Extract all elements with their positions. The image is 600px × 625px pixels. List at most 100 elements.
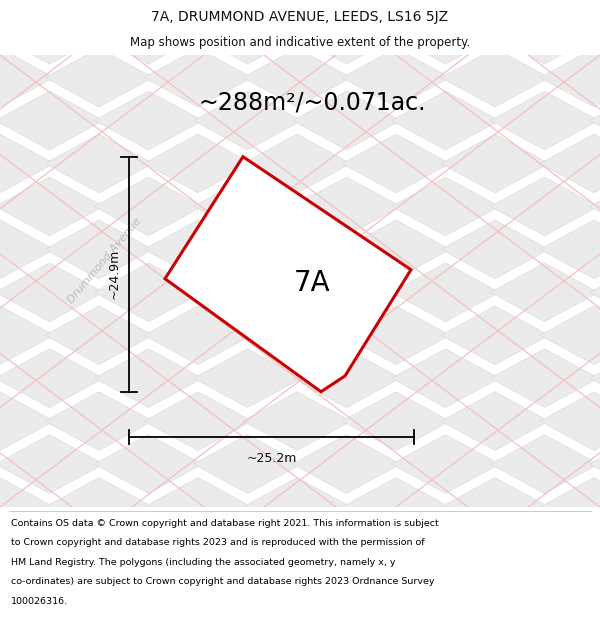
Polygon shape <box>342 0 450 21</box>
Polygon shape <box>0 434 4 494</box>
Polygon shape <box>0 91 4 150</box>
Polygon shape <box>441 306 549 364</box>
Polygon shape <box>243 0 351 21</box>
Polygon shape <box>95 5 203 64</box>
Polygon shape <box>392 434 499 494</box>
Polygon shape <box>0 48 54 107</box>
Polygon shape <box>491 349 599 408</box>
Polygon shape <box>293 263 401 322</box>
Polygon shape <box>193 263 302 322</box>
Polygon shape <box>95 263 203 322</box>
Polygon shape <box>45 306 153 364</box>
Polygon shape <box>0 434 103 494</box>
Polygon shape <box>540 0 600 21</box>
Polygon shape <box>589 263 600 322</box>
Polygon shape <box>0 349 103 408</box>
Text: 100026316.: 100026316. <box>11 597 68 606</box>
Polygon shape <box>0 5 103 64</box>
Polygon shape <box>45 0 153 21</box>
Polygon shape <box>491 521 599 579</box>
Text: co-ordinates) are subject to Crown copyright and database rights 2023 Ordnance S: co-ordinates) are subject to Crown copyr… <box>11 578 434 586</box>
Polygon shape <box>293 349 401 408</box>
Polygon shape <box>45 134 153 193</box>
Polygon shape <box>293 521 401 579</box>
Polygon shape <box>193 177 302 236</box>
Polygon shape <box>0 521 103 579</box>
Polygon shape <box>193 434 302 494</box>
Polygon shape <box>342 220 450 279</box>
Polygon shape <box>193 91 302 150</box>
Polygon shape <box>0 177 4 236</box>
Polygon shape <box>45 48 153 107</box>
Polygon shape <box>392 263 499 322</box>
Polygon shape <box>243 48 351 107</box>
Polygon shape <box>392 5 499 64</box>
Polygon shape <box>540 306 600 364</box>
Polygon shape <box>243 392 351 451</box>
Polygon shape <box>0 5 4 64</box>
Polygon shape <box>95 177 203 236</box>
Polygon shape <box>392 91 499 150</box>
Polygon shape <box>589 349 600 408</box>
Polygon shape <box>540 220 600 279</box>
Polygon shape <box>193 349 302 408</box>
Polygon shape <box>144 0 252 21</box>
Polygon shape <box>144 392 252 451</box>
Polygon shape <box>0 220 54 279</box>
Polygon shape <box>144 220 252 279</box>
Polygon shape <box>293 91 401 150</box>
Polygon shape <box>392 177 499 236</box>
Polygon shape <box>589 434 600 494</box>
Polygon shape <box>243 220 351 279</box>
Polygon shape <box>0 91 103 150</box>
Polygon shape <box>342 134 450 193</box>
Text: ~25.2m: ~25.2m <box>247 452 296 465</box>
Polygon shape <box>0 521 4 579</box>
Polygon shape <box>441 478 549 536</box>
Text: HM Land Registry. The polygons (including the associated geometry, namely x, y: HM Land Registry. The polygons (includin… <box>11 558 395 567</box>
Polygon shape <box>0 134 54 193</box>
Polygon shape <box>441 0 549 21</box>
Text: to Crown copyright and database rights 2023 and is reproduced with the permissio: to Crown copyright and database rights 2… <box>11 538 424 548</box>
Polygon shape <box>45 392 153 451</box>
Polygon shape <box>0 478 54 536</box>
Polygon shape <box>243 478 351 536</box>
Polygon shape <box>95 434 203 494</box>
Polygon shape <box>0 263 4 322</box>
Polygon shape <box>243 134 351 193</box>
Polygon shape <box>95 521 203 579</box>
Polygon shape <box>144 306 252 364</box>
Polygon shape <box>441 48 549 107</box>
Polygon shape <box>0 177 103 236</box>
Text: 7A: 7A <box>293 269 331 298</box>
Polygon shape <box>589 177 600 236</box>
Polygon shape <box>491 91 599 150</box>
Polygon shape <box>144 134 252 193</box>
Polygon shape <box>589 91 600 150</box>
Polygon shape <box>441 220 549 279</box>
Polygon shape <box>342 478 450 536</box>
Polygon shape <box>0 349 4 408</box>
Text: ~288m²/~0.071ac.: ~288m²/~0.071ac. <box>198 91 426 114</box>
Polygon shape <box>342 392 450 451</box>
Polygon shape <box>95 91 203 150</box>
Polygon shape <box>540 48 600 107</box>
Polygon shape <box>0 0 54 21</box>
Polygon shape <box>95 349 203 408</box>
Polygon shape <box>45 478 153 536</box>
Polygon shape <box>0 306 54 364</box>
Polygon shape <box>491 177 599 236</box>
Polygon shape <box>342 306 450 364</box>
Text: Contains OS data © Crown copyright and database right 2021. This information is : Contains OS data © Crown copyright and d… <box>11 519 439 528</box>
Polygon shape <box>144 478 252 536</box>
Polygon shape <box>540 134 600 193</box>
Polygon shape <box>392 521 499 579</box>
Text: 7A, DRUMMOND AVENUE, LEEDS, LS16 5JZ: 7A, DRUMMOND AVENUE, LEEDS, LS16 5JZ <box>151 9 449 24</box>
Polygon shape <box>491 263 599 322</box>
Polygon shape <box>441 134 549 193</box>
Text: ~24.9m: ~24.9m <box>107 249 121 299</box>
Polygon shape <box>540 478 600 536</box>
Polygon shape <box>165 157 411 392</box>
Polygon shape <box>45 220 153 279</box>
Polygon shape <box>589 5 600 64</box>
